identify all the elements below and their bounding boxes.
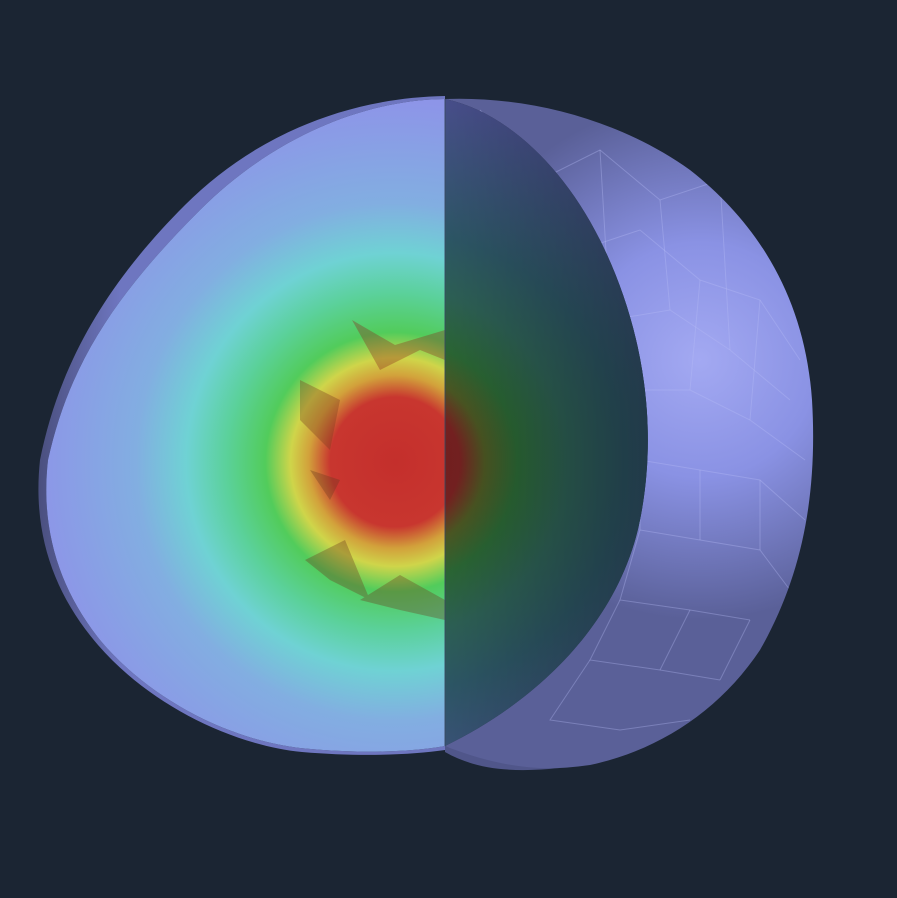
core-facet-artifacts: [300, 320, 445, 620]
cut-interior-wall-shade: [445, 99, 648, 746]
cut-face-heatmap: [46, 99, 445, 752]
sphere-left-rim: [38, 96, 446, 755]
sphere-outer-shell: [445, 98, 814, 769]
sphere-bottom-rim: [445, 746, 560, 771]
